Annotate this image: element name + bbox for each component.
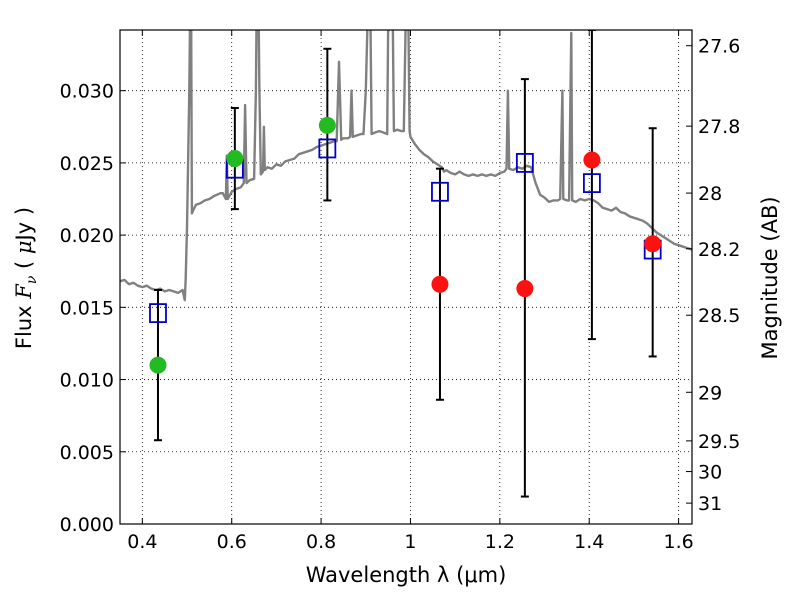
- y-tick-label: 0.020: [60, 225, 114, 247]
- x-tick-label: 0.8: [306, 531, 336, 553]
- y2-tick-label: 27.6: [698, 36, 740, 58]
- square-marker: [149, 303, 167, 324]
- y-axis: 0.000 0.005 0.010 0.015 0.020 0.025 0.030: [60, 81, 126, 536]
- circle-marker-series: [149, 116, 662, 374]
- circle-marker: [583, 151, 601, 169]
- circle-marker: [516, 280, 534, 298]
- plot-frame: [119, 29, 693, 525]
- y2-tick-label: 29.5: [698, 431, 740, 453]
- y-tick-label: 0.015: [60, 297, 114, 319]
- y-tick-label: 0.000: [60, 514, 114, 536]
- x-tick-label: 1.6: [663, 531, 693, 553]
- y-tick-label: 0.010: [60, 370, 114, 392]
- y-tick-label: 0.030: [60, 81, 114, 103]
- square-marker: [515, 152, 534, 173]
- x-axis-label: Wavelength λ (μm): [306, 563, 507, 587]
- x-tick-label: 1: [404, 531, 416, 553]
- circle-marker: [644, 235, 662, 253]
- circle-marker: [431, 275, 449, 293]
- y2-axis-label: Magnitude (AB): [758, 196, 782, 359]
- y-tick-label: 0.025: [60, 153, 114, 175]
- circle-marker: [226, 150, 244, 168]
- square-marker: [583, 173, 601, 194]
- x-axis: 0.4 0.6 0.8 1 1.2 1.4 1.6: [127, 30, 694, 553]
- y2-tick-label: 28.2: [698, 239, 740, 261]
- y-tick-label: 0.005: [60, 442, 114, 464]
- square-marker: [318, 138, 337, 159]
- x-tick-label: 0.4: [127, 531, 157, 553]
- plot-background: [120, 30, 692, 524]
- y-axis-label: Flux Fν ( μJy ): [12, 207, 40, 349]
- y2-tick-label: 28: [698, 183, 722, 205]
- x-tick-label: 0.6: [217, 531, 247, 553]
- circle-marker: [318, 116, 336, 134]
- spectrum-line: [120, 30, 692, 302]
- circle-marker: [149, 356, 167, 374]
- y2-tick-label: 31: [698, 493, 722, 515]
- spectrum-line-series: [120, 30, 692, 302]
- y2-tick-label: 27.8: [698, 116, 740, 138]
- square-marker-series: [149, 138, 662, 324]
- x-tick-label: 1.4: [574, 531, 604, 553]
- square-marker: [431, 181, 449, 202]
- x-tick-label: 1.2: [485, 531, 515, 553]
- y2-tick-label: 29: [698, 382, 722, 404]
- y2-tick-label: 28.5: [698, 305, 740, 327]
- y2-tick-label: 30: [698, 462, 722, 484]
- y2-axis: 27.6 27.8 28 28.2 28.5 29 29.5 30 31: [686, 36, 740, 515]
